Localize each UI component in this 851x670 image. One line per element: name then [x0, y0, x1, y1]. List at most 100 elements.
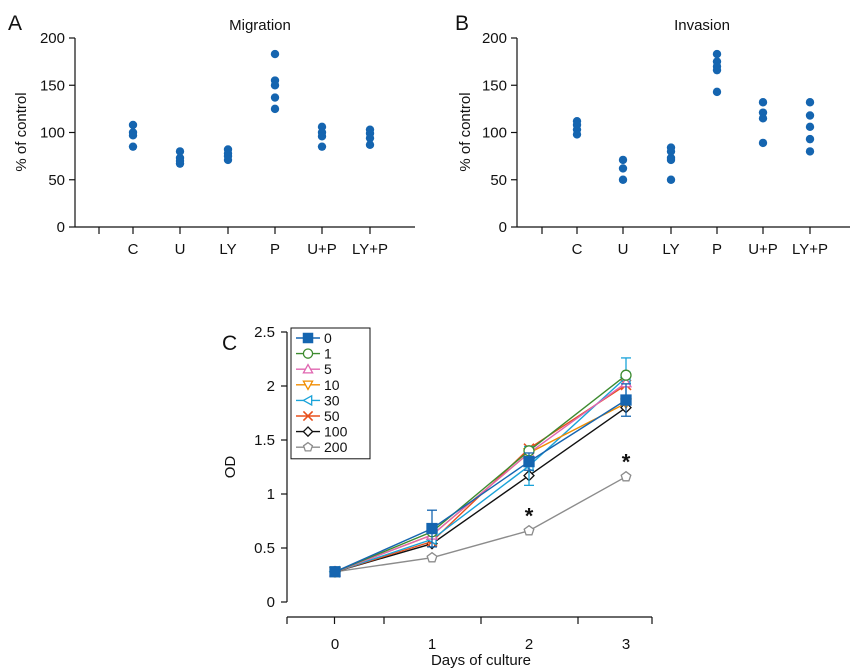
panel-b-x-tick-label-c: C — [572, 241, 583, 258]
panel-a-y-tick-label: 100 — [40, 125, 65, 142]
panel-c-series-line — [334, 376, 627, 573]
panel-b-data-point — [758, 138, 768, 148]
panel-c-legend-label: 1 — [324, 346, 332, 362]
panel-c-legend-marker — [302, 426, 314, 438]
panel-a-migration: A Migration % of control 0 50 100 150 200 C U L… — [8, 12, 415, 258]
panel-b-y-tick-label: 150 — [482, 77, 507, 94]
panel-c-series-line — [334, 374, 627, 573]
panel-c-plot-area: 00.511.522.50 1 2 3** — [254, 324, 653, 653]
panel-c-y-tick-label: 0.5 — [254, 540, 275, 557]
panel-c-legend-marker — [302, 410, 314, 422]
panel-c-series-line — [334, 399, 627, 573]
panel-a-y-tick-label: 0 — [57, 219, 65, 236]
panel-b-data-point — [805, 147, 815, 156]
panel-c-series-100 — [329, 401, 632, 578]
panel-c-y-tick-label: 1 — [267, 486, 275, 503]
panel-a-y-tick-label: 200 — [40, 30, 65, 47]
panel-c-series-line — [334, 382, 627, 573]
panel-a-y-axis-label: % of control — [13, 92, 30, 171]
panel-c-data-point — [523, 524, 535, 536]
panel-b-data-point — [618, 175, 628, 184]
panel-b-y-tick-label: 100 — [482, 125, 507, 142]
panel-c-legend-marker — [302, 363, 314, 374]
panel-a-data-point — [175, 147, 185, 156]
panel-b-plot-area: 0 50 100 150 200 C U LY P U+P LY+P — [482, 30, 850, 258]
panel-c-series-50 — [329, 379, 632, 578]
panel-c-legend-marker — [302, 332, 314, 344]
panel-c-legend-label: 50 — [324, 408, 340, 424]
panel-a-y-tick-label: 150 — [40, 77, 65, 94]
panel-c-data-point — [329, 566, 341, 578]
panel-c-legend-entry-100: 100 — [296, 424, 348, 440]
panel-b-title: Invasion — [674, 17, 730, 34]
panel-c-legend-box — [290, 327, 371, 460]
panel-b-data-point — [572, 130, 582, 139]
panel-c-legend-label: 0 — [324, 330, 332, 346]
panel-c-y-tick-label: 1.5 — [254, 432, 275, 449]
panel-c-legend-entry-5: 5 — [296, 361, 332, 377]
panel-c-y-tick-label: 0 — [267, 594, 275, 611]
panel-b-data-point — [712, 49, 722, 59]
panel-b-data-point — [805, 111, 815, 120]
panel-c-data-point — [426, 551, 438, 563]
panel-a-x-tick-label-u: U — [175, 241, 186, 258]
panel-c-x-axis-label: Days of culture — [431, 652, 531, 669]
panel-c-legend-label: 10 — [324, 377, 340, 393]
panel-a-plot-area: 0 50 100 150 200 C U LY P U+P LY+P — [40, 30, 415, 258]
panel-a-data-point — [128, 131, 138, 140]
panel-a-data-point — [270, 49, 280, 59]
panel-c-legend-entry-10: 10 — [296, 377, 340, 393]
panel-b-x-tick-label-u-plus-p: U+P — [748, 241, 778, 258]
panel-c-legend-marker — [302, 380, 314, 391]
panel-c-legend-entry-0: 0 — [296, 330, 332, 346]
panel-c-data-point — [426, 522, 438, 535]
panel-a-letter: A — [8, 12, 22, 35]
panel-c-legend-entry-30: 30 — [296, 392, 340, 408]
panel-b-data-point — [805, 122, 815, 132]
panel-c-y-tick-label: 2.5 — [254, 324, 275, 341]
panel-c-data-point — [620, 394, 632, 406]
panel-c-significance-mark: * — [622, 450, 631, 475]
panel-a-title: Migration — [229, 17, 291, 34]
panel-a-data-point — [317, 142, 327, 151]
panel-c-data-point — [620, 369, 632, 381]
panel-c-x-tick-label: 3 — [622, 636, 630, 653]
panel-c-x-tick-label: 0 — [331, 636, 339, 653]
panel-c-data-point — [620, 470, 632, 482]
panel-a-data-point — [128, 142, 138, 151]
panel-c-legend-label: 30 — [324, 392, 340, 408]
panel-b-y-tick-label: 0 — [499, 219, 507, 236]
panel-c-legend-entry-1: 1 — [296, 346, 332, 362]
panel-b-data-point — [666, 175, 676, 184]
panel-b-invasion: B Invasion % of control 0 50 100 150 200 C U LY… — [455, 12, 850, 258]
panel-b-y-tick-label: 200 — [482, 30, 507, 47]
panel-c-x-tick-label: 2 — [525, 636, 533, 653]
panel-c-proliferation: C OD Days of culture 00.511.522.50 1 2 3** … — [222, 324, 653, 669]
panel-c-data-point — [523, 455, 535, 468]
panel-a-x-tick-label-ly-plus-p: LY+P — [352, 241, 388, 258]
panel-c-y-tick-label: 2 — [267, 378, 275, 395]
panel-a-x-tick-label-c: C — [128, 241, 139, 258]
panel-a-data-point — [223, 155, 233, 165]
panel-c-series-line — [334, 476, 627, 573]
panel-b-data-point — [618, 155, 628, 165]
panel-a-x-tick-label-ly: LY — [219, 241, 236, 258]
panel-a-data-point — [270, 81, 280, 90]
panel-b-y-tick-label: 50 — [490, 172, 507, 189]
panel-c-legend-entry-50: 50 — [296, 408, 340, 424]
panel-c-x-tick-label: 1 — [428, 636, 436, 653]
panel-b-data-point — [666, 147, 676, 156]
panel-a-data-point — [317, 132, 327, 141]
panel-c-series-line — [334, 407, 627, 573]
panel-c-series-0 — [329, 383, 632, 578]
panel-c-legend-label: 200 — [324, 439, 348, 455]
panel-c-legend-label: 100 — [324, 424, 348, 440]
panel-c-legend-marker — [302, 348, 314, 359]
panel-b-x-tick-label-p: P — [712, 241, 722, 258]
panel-b-y-axis-label: % of control — [457, 92, 474, 171]
panel-c-legend-marker — [302, 394, 313, 407]
panel-a-x-tick-label-p: P — [270, 241, 280, 258]
panel-c-legend-marker — [302, 441, 314, 452]
panel-b-data-point — [805, 134, 815, 144]
